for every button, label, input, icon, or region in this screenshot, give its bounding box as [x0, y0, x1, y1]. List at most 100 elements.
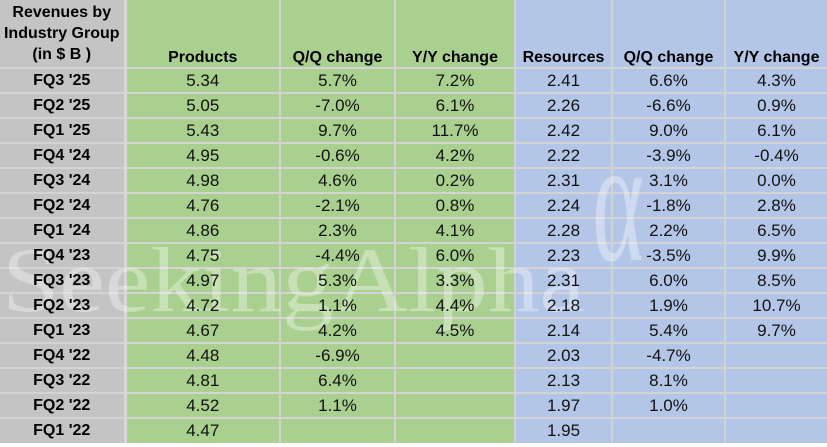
cell-resources-yy — [724, 417, 827, 443]
table-row: FQ2 '22 4.52 1.1% 1.97 1.0% — [0, 392, 827, 418]
cell-resources-qq — [611, 417, 725, 443]
table-title: Revenues by Industry Group (in $ B ) — [0, 0, 125, 68]
table-title-line3: (in $ B ) — [32, 46, 92, 63]
cell-resources: 1.97 — [514, 392, 612, 418]
row-label-fq1-25: FQ1 '25 — [0, 117, 125, 143]
cell-products-qq: 5.3% — [279, 267, 395, 293]
cell-products: 5.05 — [123, 92, 280, 118]
cell-products-yy: 4.5% — [394, 317, 515, 343]
cell-products-yy — [394, 417, 515, 443]
table-row: FQ4 '23 4.75 -4.4% 6.0% 2.23 -3.5% 9.9% — [0, 242, 827, 268]
table-row: FQ2 '25 5.05 -7.0% 6.1% 2.26 -6.6% 0.9% — [0, 92, 827, 118]
cell-products-yy: 4.4% — [394, 292, 515, 318]
cell-resources-qq: 3.1% — [611, 167, 725, 193]
cell-resources: 2.28 — [514, 217, 612, 243]
cell-resources-qq: 9.0% — [611, 117, 725, 143]
cell-products-qq: -4.4% — [279, 242, 395, 268]
row-label-fq4-22: FQ4 '22 — [0, 342, 125, 368]
cell-products-yy: 7.2% — [394, 67, 515, 93]
cell-products-qq: -0.6% — [279, 142, 395, 168]
col-header-products: Products — [123, 0, 280, 68]
col-header-resources-yy-change: Y/Y change — [724, 0, 827, 68]
row-label-fq2-23: FQ2 '23 — [0, 292, 125, 318]
cell-resources-qq: 6.0% — [611, 267, 725, 293]
table-row: FQ1 '22 4.47 1.95 — [0, 417, 827, 443]
col-header-products-yy-change: Y/Y change — [394, 0, 515, 68]
cell-products: 4.67 — [123, 317, 280, 343]
cell-products: 4.81 — [123, 367, 280, 393]
row-label-fq3-25: FQ3 '25 — [0, 67, 125, 93]
row-label-fq1-23: FQ1 '23 — [0, 317, 125, 343]
cell-resources-yy: 0.0% — [724, 167, 827, 193]
cell-products: 4.47 — [123, 417, 280, 443]
row-label-fq2-22: FQ2 '22 — [0, 392, 125, 418]
cell-resources: 2.23 — [514, 242, 612, 268]
cell-resources: 2.13 — [514, 367, 612, 393]
row-label-fq1-24: FQ1 '24 — [0, 217, 125, 243]
cell-products-qq: -7.0% — [279, 92, 395, 118]
cell-products-yy: 4.1% — [394, 217, 515, 243]
cell-resources-yy: 2.8% — [724, 192, 827, 218]
cell-resources-qq: 5.4% — [611, 317, 725, 343]
cell-products-qq: 4.2% — [279, 317, 395, 343]
table-row: FQ2 '23 4.72 1.1% 4.4% 2.18 1.9% 10.7% — [0, 292, 827, 318]
cell-products: 4.76 — [123, 192, 280, 218]
cell-resources-qq: -3.5% — [611, 242, 725, 268]
cell-products: 4.52 — [123, 392, 280, 418]
row-label-fq2-25: FQ2 '25 — [0, 92, 125, 118]
table-title-line2: Industry Group — [3, 25, 120, 42]
cell-products-yy: 0.8% — [394, 192, 515, 218]
cell-products: 4.48 — [123, 342, 280, 368]
cell-resources-yy: 4.3% — [724, 67, 827, 93]
row-label-fq3-24: FQ3 '24 — [0, 167, 125, 193]
cell-products-yy: 3.3% — [394, 267, 515, 293]
cell-resources: 2.31 — [514, 167, 612, 193]
cell-products-qq — [279, 417, 395, 443]
table-row: FQ1 '23 4.67 4.2% 4.5% 2.14 5.4% 9.7% — [0, 317, 827, 343]
cell-products: 4.95 — [123, 142, 280, 168]
cell-resources-qq: 8.1% — [611, 367, 725, 393]
table-row: FQ1 '24 4.86 2.3% 4.1% 2.28 2.2% 6.5% — [0, 217, 827, 243]
row-label-fq1-22: FQ1 '22 — [0, 417, 125, 443]
table-row: FQ4 '24 4.95 -0.6% 4.2% 2.22 -3.9% -0.4% — [0, 142, 827, 168]
cell-products-yy — [394, 392, 515, 418]
cell-resources-qq: -4.7% — [611, 342, 725, 368]
row-label-fq3-23: FQ3 '23 — [0, 267, 125, 293]
cell-resources-qq: -6.6% — [611, 92, 725, 118]
cell-products: 4.86 — [123, 217, 280, 243]
col-header-resources-qq-change: Q/Q change — [611, 0, 725, 68]
cell-products: 4.98 — [123, 167, 280, 193]
cell-resources-yy: 9.9% — [724, 242, 827, 268]
cell-products-qq: 6.4% — [279, 367, 395, 393]
cell-resources: 2.24 — [514, 192, 612, 218]
cell-products-qq: 2.3% — [279, 217, 395, 243]
cell-resources-yy: -0.4% — [724, 142, 827, 168]
cell-resources-qq: -1.8% — [611, 192, 725, 218]
col-header-products-qq-change: Q/Q change — [279, 0, 395, 68]
cell-resources-qq: -3.9% — [611, 142, 725, 168]
cell-products: 5.34 — [123, 67, 280, 93]
cell-products: 4.97 — [123, 267, 280, 293]
cell-resources-yy: 6.5% — [724, 217, 827, 243]
table-row: FQ4 '22 4.48 -6.9% 2.03 -4.7% — [0, 342, 827, 368]
cell-products-yy: 6.0% — [394, 242, 515, 268]
cell-resources-yy: 8.5% — [724, 267, 827, 293]
table-body: FQ3 '25 5.34 5.7% 7.2% 2.41 6.6% 4.3% FQ2 '25 5.… — [0, 67, 827, 443]
cell-products-yy: 11.7% — [394, 117, 515, 143]
cell-products-qq: 1.1% — [279, 292, 395, 318]
cell-resources: 2.26 — [514, 92, 612, 118]
cell-resources-qq: 2.2% — [611, 217, 725, 243]
cell-products-qq: 4.6% — [279, 167, 395, 193]
cell-products-qq: 5.7% — [279, 67, 395, 93]
cell-resources-yy: 0.9% — [724, 92, 827, 118]
cell-resources: 1.95 — [514, 417, 612, 443]
table-row: FQ3 '23 4.97 5.3% 3.3% 2.31 6.0% 8.5% — [0, 267, 827, 293]
cell-resources-yy: 9.7% — [724, 317, 827, 343]
table-row: FQ1 '25 5.43 9.7% 11.7% 2.42 9.0% 6.1% — [0, 117, 827, 143]
row-label-fq4-23: FQ4 '23 — [0, 242, 125, 268]
cell-products-qq: 1.1% — [279, 392, 395, 418]
cell-resources-yy: 10.7% — [724, 292, 827, 318]
row-label-fq2-24: FQ2 '24 — [0, 192, 125, 218]
cell-resources: 2.03 — [514, 342, 612, 368]
